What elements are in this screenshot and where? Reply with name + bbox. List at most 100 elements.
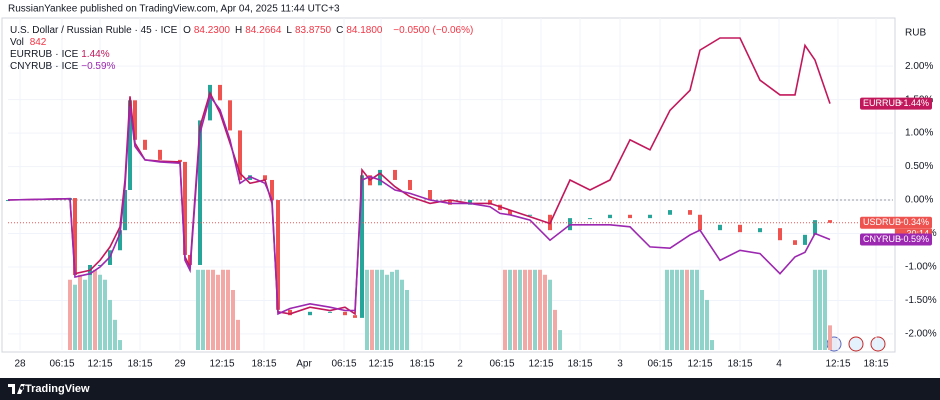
legend-source: ICE bbox=[61, 49, 79, 60]
volume-bar bbox=[538, 269, 542, 350]
ohlc-key: H bbox=[235, 25, 243, 36]
candle bbox=[198, 120, 202, 265]
ohlc-value: 84.1800 bbox=[346, 25, 383, 36]
currency: RUB bbox=[905, 28, 926, 39]
candle bbox=[98, 264, 102, 266]
x-tick-label: 06:15 bbox=[489, 359, 514, 370]
volume-bar bbox=[818, 269, 822, 350]
volume-bar bbox=[823, 269, 827, 350]
price-tag-value: −0.34% bbox=[898, 217, 929, 227]
pane-border bbox=[1, 17, 896, 353]
volume-bar bbox=[513, 269, 517, 350]
volume-bar bbox=[216, 274, 220, 350]
volume-bar bbox=[201, 269, 205, 350]
volume-bar bbox=[670, 269, 674, 350]
candle bbox=[6, 200, 10, 202]
candle bbox=[238, 130, 242, 180]
volume-bar bbox=[78, 274, 82, 350]
candle bbox=[343, 311, 347, 316]
candle bbox=[178, 159, 182, 162]
x-tick-label: 12:15 bbox=[87, 359, 112, 370]
candle bbox=[778, 228, 782, 241]
symbol-legend: U.S. Dollar / Russian Ruble · 45 · ICE O… bbox=[10, 25, 476, 36]
price-tag-box bbox=[860, 97, 932, 110]
flag-icon[interactable] bbox=[848, 336, 864, 352]
x-tick-label: Apr bbox=[296, 359, 312, 370]
candle bbox=[378, 169, 382, 186]
volume-bar bbox=[690, 269, 694, 350]
candle bbox=[648, 214, 652, 219]
x-tick-label: 06:15 bbox=[647, 359, 672, 370]
candle bbox=[793, 240, 797, 245]
volume-bar bbox=[390, 271, 394, 350]
candle bbox=[73, 198, 77, 276]
candle bbox=[123, 190, 127, 231]
volume-bar bbox=[828, 325, 832, 350]
volume-name: Vol bbox=[10, 37, 24, 48]
volume-bar bbox=[103, 279, 107, 350]
y-tick-label: -1.50% bbox=[905, 295, 937, 306]
x-tick-label: 12:15 bbox=[528, 359, 553, 370]
candle bbox=[738, 224, 742, 233]
candle bbox=[228, 100, 232, 131]
volume-bar bbox=[503, 269, 507, 350]
volume-bar bbox=[533, 269, 537, 350]
candle bbox=[528, 214, 532, 216]
flag-icon[interactable] bbox=[870, 336, 886, 352]
candle bbox=[828, 220, 832, 223]
volume-bar bbox=[395, 269, 399, 350]
candle bbox=[698, 214, 702, 231]
ohlc: O 84.2300 H 84.2664 L 83.8750 C 84.1800 bbox=[183, 25, 387, 36]
price-tag-name: USDRUB bbox=[863, 217, 901, 227]
price-tag-box bbox=[860, 216, 932, 229]
volume-bar bbox=[118, 340, 122, 350]
volume-bar bbox=[705, 299, 709, 350]
candle bbox=[158, 149, 162, 160]
volume-bar bbox=[380, 269, 384, 350]
price-tag-name: EURRUB bbox=[863, 98, 901, 108]
brand: TradingView bbox=[25, 383, 90, 395]
volume-bar bbox=[680, 269, 684, 350]
x-tick-label: 18:15 bbox=[567, 359, 592, 370]
volume-bar bbox=[553, 309, 557, 350]
volume-bar bbox=[83, 279, 87, 350]
ohlc-value: 84.2300 bbox=[193, 25, 230, 36]
candle bbox=[488, 200, 492, 205]
volume-bar bbox=[68, 279, 72, 350]
x-tick-label: 12:15 bbox=[687, 359, 712, 370]
x-tick-label: 4 bbox=[776, 359, 782, 370]
x-tick-label: 2 bbox=[457, 359, 463, 370]
volume-bar bbox=[226, 269, 230, 350]
candle bbox=[128, 100, 132, 191]
candle bbox=[758, 228, 762, 233]
legend-change: 1.44% bbox=[81, 49, 110, 60]
volume-bar bbox=[375, 269, 379, 350]
price-tag-name: CNYRUB bbox=[863, 234, 901, 244]
x-tick-label: 18:15 bbox=[727, 359, 752, 370]
candle bbox=[803, 234, 807, 245]
x-tick-label: 29 bbox=[174, 359, 186, 370]
legend-item[interactable]: CNYRUB · ICE −0.59% bbox=[10, 61, 118, 72]
candle bbox=[263, 175, 267, 180]
volume-bar bbox=[73, 284, 77, 350]
volume-bar bbox=[221, 269, 225, 350]
change: −0.0500 (−0.06%) bbox=[393, 25, 474, 36]
volume-bar bbox=[558, 330, 562, 350]
x-tick-label: 3 bbox=[617, 359, 623, 370]
volume-bar bbox=[700, 289, 704, 350]
candle bbox=[588, 218, 592, 220]
volume-bar bbox=[236, 319, 240, 350]
volume-bar bbox=[523, 269, 527, 350]
y-tick-label: 1.00% bbox=[905, 128, 933, 139]
legend-item[interactable]: EURRUB · ICE 1.44% bbox=[10, 49, 113, 60]
x-tick-label: 06:15 bbox=[331, 359, 356, 370]
volume-bar bbox=[365, 269, 369, 350]
volume-bar bbox=[528, 269, 532, 350]
legend-sep: · bbox=[55, 61, 59, 72]
candle bbox=[628, 214, 632, 219]
volume-bar bbox=[196, 269, 200, 350]
x-tick-label: 12:15 bbox=[825, 359, 850, 370]
published-line: RussianYankee published on TradingView.c… bbox=[8, 4, 340, 15]
candle bbox=[353, 315, 357, 318]
volume-bar bbox=[405, 289, 409, 350]
